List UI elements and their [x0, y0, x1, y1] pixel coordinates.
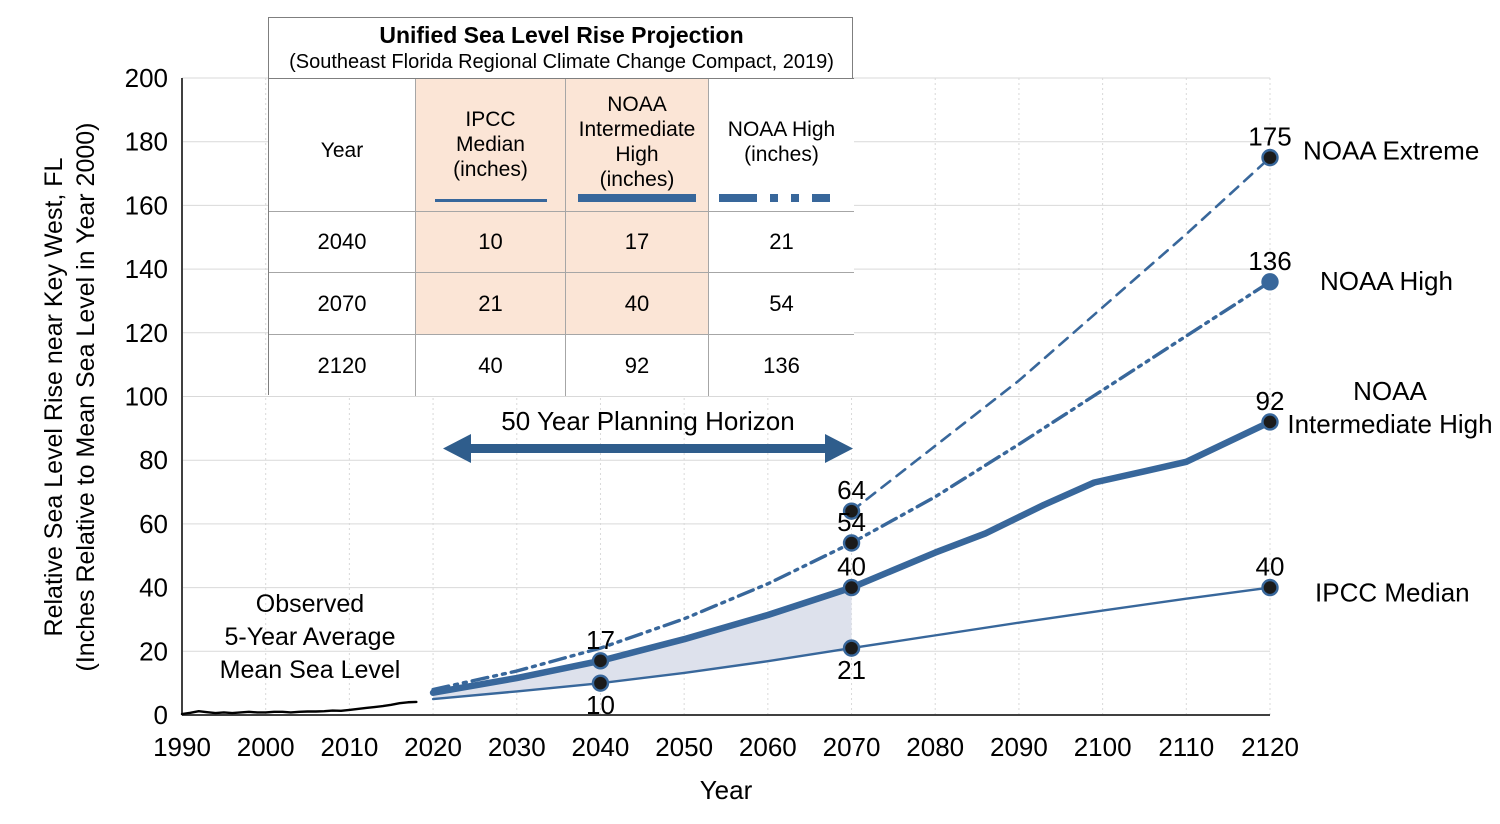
marker-ipcc-median-2040 [591, 674, 610, 692]
point-label-noaa-int-high-2070: 40 [837, 552, 866, 582]
planning-horizon-arrow [443, 434, 853, 463]
col-header-int-high-label: NOAA Intermediate High (inches) [578, 92, 696, 191]
marker-noaa-extreme-2120 [1261, 148, 1279, 167]
marker-noaa-int-high-2040 [591, 652, 610, 670]
point-label-noaa-high-2120: 136 [1248, 246, 1291, 276]
x-tick-label: 2060 [739, 732, 797, 762]
marker-noaa-extreme-2070 [842, 502, 861, 520]
y-tick-label: 40 [139, 573, 168, 603]
point-label-noaa-extreme-2120: 175 [1248, 122, 1291, 152]
arrow-head-left [443, 434, 471, 463]
series-label-ipcc-median: IPCC Median [1315, 578, 1470, 608]
col-header-noaa-int-high: NOAA Intermediate High (inches) [566, 79, 709, 212]
x-tick-label: 2100 [1074, 732, 1132, 762]
col-header-year-label: Year [320, 138, 364, 162]
table-cell-2070-high: 54 [709, 273, 854, 335]
y-tick-label: 140 [125, 254, 168, 284]
axis-tick-labels: 1990 2000 2010 2020 2030 2040 2050 2060 2070 2080… [125, 63, 1299, 762]
y-axis-title-line1: Relative Sea Level Rise near Key West, F… [40, 157, 68, 636]
y-tick-label: 0 [154, 700, 168, 730]
table-cell-year-2040: 2040 [269, 212, 416, 273]
point-label-noaa-int-high-2120: 92 [1256, 386, 1285, 416]
point-label-ipcc-median-2070: 21 [837, 655, 866, 685]
x-tick-label: 2120 [1241, 732, 1299, 762]
projection-table: Unified Sea Level Rise Projection (South… [268, 17, 854, 396]
table-cell-2120-ipcc: 40 [416, 335, 566, 396]
x-axis-title: Year [700, 775, 753, 805]
x-tick-label: 2030 [488, 732, 546, 762]
x-tick-label: 1990 [153, 732, 211, 762]
y-tick-label: 120 [125, 318, 168, 348]
table-cell-2040-high: 21 [709, 212, 854, 273]
point-label-noaa-int-high-2040: 17 [586, 625, 615, 655]
table-cell-2040-ipcc: 10 [416, 212, 566, 273]
table-cell-2120-int-high: 92 [566, 335, 709, 396]
x-tick-label: 2010 [320, 732, 378, 762]
series-label-noaa-int-high: Intermediate High [1287, 409, 1492, 439]
table-title-block: Unified Sea Level Rise Projection (South… [269, 18, 854, 79]
noaa-high-line-sample [718, 194, 845, 202]
table-cell-2040-int-high: 17 [566, 212, 709, 273]
series-label-noaa-extreme: NOAA Extreme [1303, 136, 1479, 166]
series-label-noaa-high: NOAA High [1320, 266, 1453, 296]
point-label-ipcc-median-2120: 40 [1256, 552, 1285, 582]
x-tick-label: 2110 [1158, 732, 1214, 762]
marker-noaa-int-high-2120 [1261, 413, 1279, 431]
table-cell-year-2070: 2070 [269, 273, 416, 335]
table-cell-2120-high: 136 [709, 335, 854, 396]
marker-noaa-high-2120 [1261, 273, 1279, 291]
y-tick-label: 160 [125, 190, 168, 220]
y-tick-label: 60 [139, 509, 168, 539]
table-title: Unified Sea Level Rise Projection [379, 22, 744, 48]
y-tick-label: 80 [139, 445, 168, 475]
x-tick-label: 2050 [655, 732, 713, 762]
point-label-ipcc-median-2040: 10 [586, 690, 615, 720]
axes [181, 78, 1270, 716]
planning-horizon-label: 50 Year Planning Horizon [501, 406, 795, 436]
marker-noaa-int-high-2070 [842, 578, 861, 597]
y-tick-label: 200 [125, 63, 168, 93]
x-tick-label: 2080 [906, 732, 964, 762]
y-tick-label: 180 [125, 127, 168, 157]
data-markers [591, 148, 1279, 692]
series-label-noaa-int-high: NOAA [1353, 376, 1427, 406]
marker-ipcc-median-2070 [842, 639, 861, 657]
series-line-observed [180, 700, 418, 716]
x-tick-label: 2090 [990, 732, 1048, 762]
x-tick-label: 2040 [572, 732, 630, 762]
series-line-noaa-extreme [850, 156, 1272, 513]
y-axis-title-line2: (Inches Relative to Mean Sea Level in Ye… [72, 123, 100, 672]
x-tick-label: 2070 [823, 732, 881, 762]
y-tick-label: 100 [125, 382, 168, 412]
table-cell-year-2120: 2120 [269, 335, 416, 396]
table-cell-2070-ipcc: 21 [416, 273, 566, 335]
col-header-noaa-high: NOAA High (inches) [709, 79, 854, 212]
col-header-noaa-high-label: NOAA High (inches) [727, 117, 836, 166]
point-label-noaa-high-2070: 54 [837, 507, 866, 537]
col-header-year: Year [269, 79, 416, 212]
table-cell-2070-int-high: 40 [566, 273, 709, 335]
y-tick-label: 20 [139, 636, 168, 666]
marker-ipcc-median-2120 [1261, 578, 1279, 597]
x-tick-label: 2020 [404, 732, 462, 762]
arrow-head-right [825, 434, 853, 463]
col-header-ipcc-median: IPCC Median (inches) [416, 79, 566, 212]
ipcc-median-line-sample [434, 199, 547, 202]
arrow-shaft [466, 444, 830, 453]
noaa-int-high-line-sample [578, 194, 696, 202]
table-subtitle: (Southeast Florida Regional Climate Chan… [289, 51, 834, 73]
point-label-noaa-extreme-2070: 64 [837, 475, 866, 505]
x-tick-label: 2000 [237, 732, 295, 762]
marker-noaa-high-2070 [842, 534, 861, 552]
observed-sea-level-annotation: Observed 5-Year Average Mean Sea Level [219, 590, 401, 684]
col-header-ipcc-label: IPCC Median (inches) [453, 107, 528, 181]
